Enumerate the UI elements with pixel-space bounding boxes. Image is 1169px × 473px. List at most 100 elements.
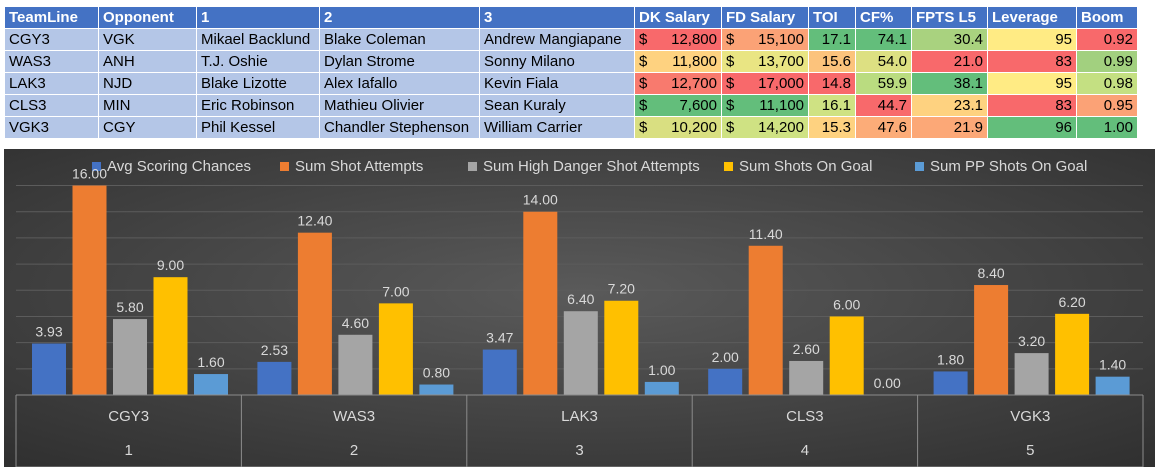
column-header-lev[interactable]: Leverage [987, 6, 1077, 29]
bar-value-label: 6.20 [1058, 294, 1085, 310]
bar-value-label: 11.40 [749, 226, 783, 242]
scoring-chart: Avg Scoring Chances Sum Shot Attempts Sum … [4, 149, 1155, 467]
cell-teamline: CGY3 [4, 28, 99, 51]
cell-fpts: 21.9 [911, 116, 988, 139]
cell-fpts: 23.1 [911, 94, 988, 117]
legend-label: Sum Shots On Goal [739, 158, 872, 175]
cell-p2: Mathieu Olivier [319, 94, 480, 117]
bar-value-label: 6.40 [567, 291, 594, 307]
cell-teamline: LAK3 [4, 72, 99, 95]
legend-swatch [468, 162, 477, 171]
cell-cf: 47.6 [855, 116, 912, 139]
salary-value: 11,100 [759, 97, 804, 114]
cell-lev: 95 [987, 28, 1077, 51]
cell-lev: 95 [987, 72, 1077, 95]
cell-fd: $11,100 [721, 94, 809, 117]
cell-toi: 15.3 [808, 116, 856, 139]
legend-label: Sum Shot Attempts [295, 158, 423, 175]
bar-value-label: 1.60 [197, 354, 224, 370]
table-row: CLS3 MIN Eric Robinson Mathieu Olivier Sean … [4, 94, 1138, 117]
column-header-p2[interactable]: 2 [319, 6, 480, 29]
cell-p2: Dylan Strome [319, 50, 480, 73]
column-header-p3[interactable]: 3 [479, 6, 635, 29]
teamline-table: TeamLine Opponent 1 2 3 DK Salary FD Salary TOI… [4, 6, 1138, 139]
bar [974, 285, 1009, 395]
cell-fpts: 38.1 [911, 72, 988, 95]
bar-value-label: 1.00 [648, 362, 675, 378]
x-group-label: 4 [801, 442, 809, 459]
column-header-fd[interactable]: FD Salary [721, 6, 809, 29]
bar [644, 381, 679, 395]
x-tick-label: CLS3 [786, 408, 824, 425]
cell-p3: William Carrier [479, 116, 635, 139]
cell-cf: 54.0 [855, 50, 912, 73]
bar [113, 319, 147, 395]
column-header-opponent[interactable]: Opponent [98, 6, 197, 29]
cell-p1: Phil Kessel [196, 116, 320, 139]
bar-value-label: 12.40 [297, 213, 332, 229]
bar [194, 374, 228, 395]
chart-background [4, 149, 1155, 467]
cell-opponent: MIN [98, 94, 197, 117]
bar-value-label: 4.60 [342, 315, 369, 331]
cell-fpts: 30.4 [911, 28, 988, 51]
cell-boom: 0.95 [1076, 94, 1138, 117]
bar-value-label: 3.93 [35, 324, 62, 340]
bar-value-label: 0.80 [423, 365, 450, 381]
cell-dk: $11,800 [634, 50, 722, 73]
cell-opponent: VGK [98, 28, 197, 51]
cell-cf: 44.7 [855, 94, 912, 117]
table-row: CGY3 VGK Mikael Backlund Blake Coleman Andre… [4, 28, 1138, 51]
legend-item: Sum Shots On Goal [724, 158, 872, 175]
bar [153, 277, 188, 395]
legend-swatch [280, 162, 289, 171]
cell-boom: 0.92 [1076, 28, 1138, 51]
bar [708, 368, 743, 395]
legend-item: Sum High Danger Shot Attempts [468, 158, 700, 175]
chart-legend: Avg Scoring Chances Sum Shot Attempts Sum … [92, 158, 1087, 175]
x-tick-label: WAS3 [333, 408, 375, 425]
x-group-label: 3 [575, 442, 583, 459]
bar-value-label: 2.00 [712, 349, 739, 365]
cell-toi: 17.1 [808, 28, 856, 51]
bar-value-label: 8.40 [977, 265, 1004, 281]
bar [563, 311, 598, 395]
bar-value-label: 14.00 [523, 192, 558, 208]
cell-dk: $7,600 [634, 94, 722, 117]
legend-label: Avg Scoring Chances [107, 158, 251, 175]
cell-opponent: NJD [98, 72, 197, 95]
cell-p2: Blake Coleman [319, 28, 480, 51]
cell-dk: $12,700 [634, 72, 722, 95]
legend-label: Sum PP Shots On Goal [930, 158, 1087, 175]
cell-boom: 0.99 [1076, 50, 1138, 73]
bar [338, 334, 373, 395]
bar [1055, 313, 1090, 395]
legend-swatch [915, 162, 924, 171]
x-group-label: 2 [350, 442, 358, 459]
bar [933, 371, 968, 395]
salary-value: 10,200 [671, 119, 717, 136]
currency-symbol: $ [726, 31, 735, 48]
bar [297, 232, 332, 395]
column-header-boom[interactable]: Boom [1076, 6, 1138, 29]
currency-symbol: $ [639, 75, 648, 92]
column-header-toi[interactable]: TOI [808, 6, 856, 29]
currency-symbol: $ [726, 53, 735, 70]
currency-symbol: $ [639, 119, 648, 136]
currency-symbol: $ [639, 31, 648, 48]
column-header-p1[interactable]: 1 [196, 6, 320, 29]
bar [378, 303, 413, 395]
cell-p3: Sonny Milano [479, 50, 635, 73]
cell-fd: $13,700 [721, 50, 809, 73]
bar [482, 349, 517, 395]
column-header-cf[interactable]: CF% [855, 6, 912, 29]
column-header-fpts[interactable]: FPTS L5 [911, 6, 988, 29]
cell-lev: 96 [987, 116, 1077, 139]
column-header-teamline[interactable]: TeamLine [4, 6, 99, 29]
currency-symbol: $ [639, 53, 648, 70]
cell-p3: Andrew Mangiapane [479, 28, 635, 51]
legend-item: Avg Scoring Chances [92, 158, 251, 175]
column-header-dk[interactable]: DK Salary [634, 6, 722, 29]
bar-value-label: 1.80 [937, 351, 964, 367]
x-tick-label: VGK3 [1010, 408, 1050, 425]
